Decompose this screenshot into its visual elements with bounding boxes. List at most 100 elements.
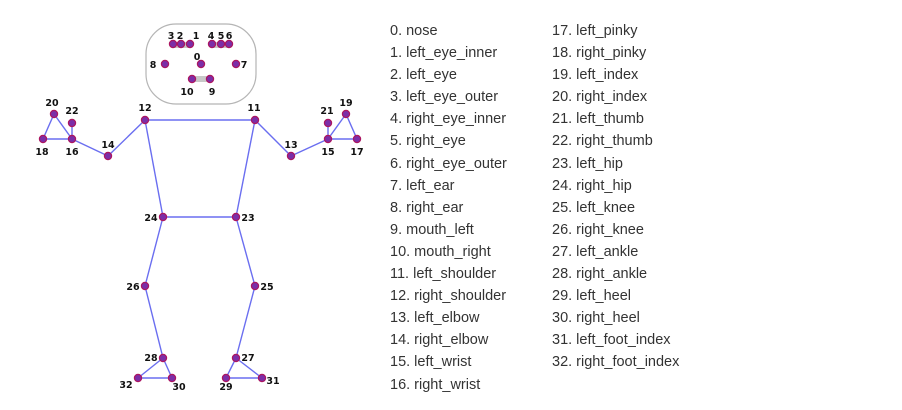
joint-16 [67,134,77,144]
joint-8 [160,59,170,69]
landmark-item-2: 2. left_eye [390,67,457,84]
joint-label-6: 6 [226,31,233,42]
joint-21 [323,118,333,128]
joint-label-10: 10 [180,87,194,98]
joint-label-15: 15 [321,147,334,158]
joint-13 [286,151,296,161]
joint-label-5: 5 [218,31,225,42]
skeleton-joints [38,39,362,383]
bone-13-15 [290,138,329,157]
joint-label-27: 27 [241,353,254,364]
joint-30 [167,373,177,383]
joint-6 [224,39,234,49]
joint-label-13: 13 [284,140,297,151]
landmark-item-6: 6. right_eye_outer [390,155,507,172]
bone-28-32 [137,357,164,379]
joint-3 [168,39,178,49]
joint-label-23: 23 [241,213,254,224]
joint-label-32: 32 [119,380,132,391]
joint-28 [158,353,168,363]
joint-label-24: 24 [144,213,158,224]
joint-label-14: 14 [101,140,115,151]
joint-2 [176,39,186,49]
landmark-item-27: 27. left_ankle [552,243,639,260]
landmark-list-column-2: 17. left_pinky 18. right_pinky 19. left_in… [552,20,679,374]
joint-label-25: 25 [260,282,273,293]
joint-1 [185,39,195,49]
joint-label-1: 1 [193,31,200,42]
landmark-item-4: 4. right_eye_inner [390,111,507,128]
joint-23 [231,212,241,222]
bone-12-24 [144,119,164,218]
landmark-item-14: 14. right_elbow [390,332,489,349]
landmark-item-11: 11. left_shoulder [390,266,497,283]
joint-27 [231,353,241,363]
joint-label-17: 17 [350,147,363,158]
joint-25 [250,281,260,291]
joint-label-31: 31 [266,376,279,387]
joint-label-7: 7 [241,60,248,71]
landmark-item-28: 28. right_ankle [552,266,648,283]
joint-label-2: 2 [177,31,184,42]
joint-label-9: 9 [209,87,216,98]
joint-label-18: 18 [35,147,49,158]
landmark-item-15: 15. left_wrist [390,354,472,371]
bone-23-25 [235,216,256,287]
landmark-item-23: 23. left_hip [552,155,623,172]
joint-19 [341,109,351,119]
bone-14-16 [71,138,109,157]
landmark-item-29: 29. left_heel [552,288,632,305]
face-outline [145,23,257,105]
landmark-item-3: 3. left_eye_outer [390,89,499,106]
joint-10 [187,74,197,84]
landmark-item-19: 19. left_index [552,67,639,84]
joint-label-12: 12 [138,103,151,114]
joint-12 [140,115,150,125]
joint-20 [49,109,59,119]
joint-18 [38,134,48,144]
landmark-item-22: 22. right_thumb [552,133,653,150]
landmark-item-8: 8. right_ear [390,199,464,216]
joint-label-4: 4 [208,31,215,42]
joint-4 [207,39,217,49]
landmark-item-31: 31. left_foot_index [552,332,671,349]
bone-16-20 [53,113,73,140]
bone-11-13 [254,119,292,157]
bone-15-19 [327,113,347,140]
landmark-item-17: 17. left_pinky [552,23,638,39]
joint-9 [205,74,215,84]
bone-26-28 [144,285,164,359]
joint-5 [216,39,226,49]
joint-31 [257,373,267,383]
bone-24-26 [144,216,164,287]
landmark-list-column-1: 0. nose 1. left_eye_inner 2. left_eye 3. le… [390,20,507,396]
joint-label-0: 0 [194,52,201,63]
landmark-item-16: 16. right_wrist [390,376,481,393]
landmark-item-32: 32. right_foot_index [552,354,680,371]
landmark-item-30: 30. right_heel [552,310,640,327]
landmark-item-0: 0. nose [390,23,438,39]
joint-label-21: 21 [320,106,333,117]
bone-12-14 [107,119,146,157]
bone-27-31 [235,357,263,379]
joint-15 [323,134,333,144]
skeleton-bones [42,113,358,379]
joint-label-30: 30 [172,382,186,393]
landmark-item-13: 13. left_elbow [390,310,480,327]
landmark-item-25: 25. left_knee [552,199,636,216]
landmark-item-7: 7. left_ear [390,177,455,194]
joint-26 [140,281,150,291]
landmark-item-24: 24. right_hip [552,177,632,194]
joint-label-3: 3 [168,31,175,42]
landmark-item-20: 20. right_index [552,89,648,106]
bone-11-23 [235,119,256,218]
joint-label-29: 29 [219,382,232,393]
landmark-item-10: 10. mouth_right [390,243,491,260]
landmark-item-18: 18. right_pinky [552,45,647,62]
joint-label-26: 26 [126,282,140,293]
joint-32 [133,373,143,383]
joint-24 [158,212,168,222]
landmark-item-1: 1. left_eye_inner [390,45,498,62]
landmark-item-12: 12. right_shoulder [390,288,507,305]
